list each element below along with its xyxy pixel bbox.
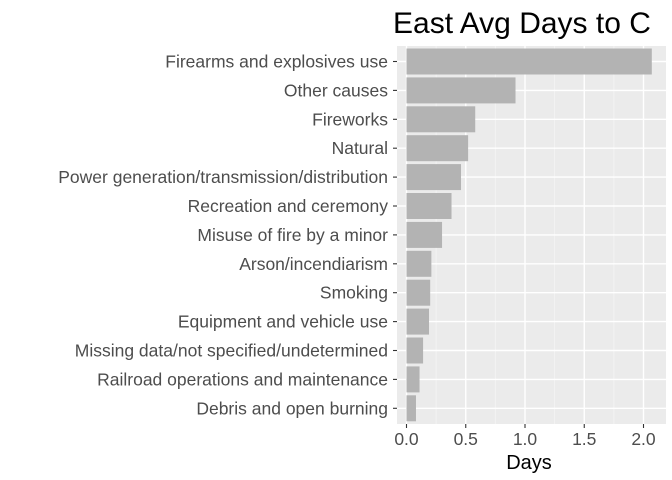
x-tick-label: 1.5 xyxy=(572,429,596,449)
category-label: Smoking xyxy=(320,283,388,303)
category-label: Misuse of fire by a minor xyxy=(197,225,388,245)
bar xyxy=(406,395,416,422)
category-label: Debris and open burning xyxy=(196,398,388,418)
bar xyxy=(406,164,462,191)
bar xyxy=(406,193,452,219)
bar xyxy=(406,77,516,104)
x-tick-label: 2.0 xyxy=(631,429,656,449)
category-label: Fireworks xyxy=(312,109,388,129)
x-tick-label: 0.5 xyxy=(454,429,478,449)
category-labels: Firearms and explosives use Other causes F… xyxy=(58,52,397,418)
x-tick-label: 1.0 xyxy=(513,429,538,449)
bar xyxy=(406,250,432,277)
bar xyxy=(406,337,424,364)
bar xyxy=(406,279,431,306)
category-label: Firearms and explosives use xyxy=(165,52,388,72)
x-axis-title: Days xyxy=(506,452,552,474)
bar xyxy=(406,106,476,133)
category-label: Equipment and vehicle use xyxy=(178,312,388,332)
x-tick-label: 0.0 xyxy=(394,429,419,449)
bars xyxy=(406,48,652,422)
chart-title: East Avg Days to C xyxy=(393,7,651,40)
category-label: Power generation/transmission/distributi… xyxy=(58,167,388,187)
bar xyxy=(406,135,469,162)
bar xyxy=(406,308,430,335)
x-ticks: 0.0 0.5 1.0 1.5 2.0 xyxy=(394,424,656,449)
category-label: Other causes xyxy=(284,80,388,100)
bar xyxy=(406,48,652,75)
category-label: Railroad operations and maintenance xyxy=(97,369,388,389)
category-label: Arson/incendiarism xyxy=(239,254,388,274)
bar xyxy=(406,221,443,248)
category-label: Missing data/not specified/undetermined xyxy=(75,341,388,361)
bar xyxy=(406,366,420,393)
category-label: Recreation and ceremony xyxy=(188,196,389,216)
category-label: Natural xyxy=(332,138,388,158)
